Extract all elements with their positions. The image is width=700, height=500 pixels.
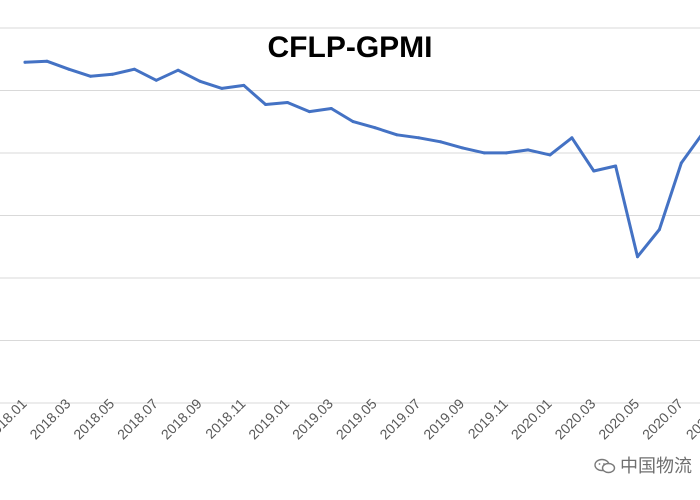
x-tick-label: 2018.01 — [0, 395, 30, 442]
data-point — [461, 146, 464, 150]
data-point — [351, 120, 355, 124]
data-point — [307, 110, 311, 114]
x-tick-label: 2018.03 — [26, 395, 73, 442]
data-point — [570, 136, 574, 140]
gridlines — [0, 27, 700, 404]
data-point — [592, 169, 596, 173]
data-point — [417, 136, 421, 140]
data-point — [89, 74, 93, 78]
data-point — [614, 164, 618, 168]
data-point — [504, 151, 508, 155]
chart-title: CFLP-GPMI — [268, 31, 433, 64]
x-tick-label: 2019.01 — [245, 395, 292, 442]
x-tick-label: 2019.07 — [376, 395, 423, 442]
x-tick-label: 2020.07 — [639, 395, 686, 442]
x-tick-label: 2018.11 — [202, 395, 249, 442]
data-point — [111, 72, 114, 76]
data-point — [526, 148, 530, 152]
x-tick-label: 2018.05 — [70, 395, 117, 442]
data-point — [264, 103, 268, 106]
watermark: 中国物流 — [594, 452, 692, 478]
data-point — [67, 67, 71, 71]
data-point — [329, 107, 333, 110]
x-tick-label: 2020.01 — [508, 395, 555, 442]
x-tick-label: 2019.03 — [289, 395, 336, 442]
data-point — [679, 161, 683, 165]
x-tick-label: 2020.03 — [551, 395, 598, 442]
wechat-icon — [594, 458, 616, 474]
data-point — [482, 151, 486, 155]
series-layer — [23, 59, 700, 259]
data-point — [373, 126, 377, 130]
x-axis-tick-labels: 2018.012018.032018.052018.072018.092018.… — [0, 395, 700, 442]
x-tick-label: 2019.05 — [333, 395, 380, 442]
data-point — [657, 228, 661, 231]
x-tick-label: 2018.09 — [158, 395, 205, 442]
x-tick-label: 2020.05 — [595, 395, 642, 442]
x-tick-label: 2018.07 — [114, 395, 161, 442]
x-tick-label: 2019.11 — [465, 395, 512, 442]
watermark-text: 中国物流 — [620, 456, 692, 477]
data-point — [220, 86, 224, 90]
data-point — [154, 78, 158, 82]
data-point — [242, 83, 246, 87]
data-point — [286, 101, 289, 104]
data-point — [198, 79, 202, 83]
x-tick-label: 2019.09 — [420, 395, 467, 442]
data-point — [636, 255, 639, 259]
data-point — [132, 67, 136, 71]
data-point — [439, 140, 443, 144]
data-point — [548, 153, 552, 157]
data-point — [45, 59, 49, 63]
data-point — [23, 60, 27, 64]
x-tick-label: 2020.09 — [683, 395, 700, 442]
data-point — [176, 68, 180, 72]
data-point — [395, 133, 399, 137]
